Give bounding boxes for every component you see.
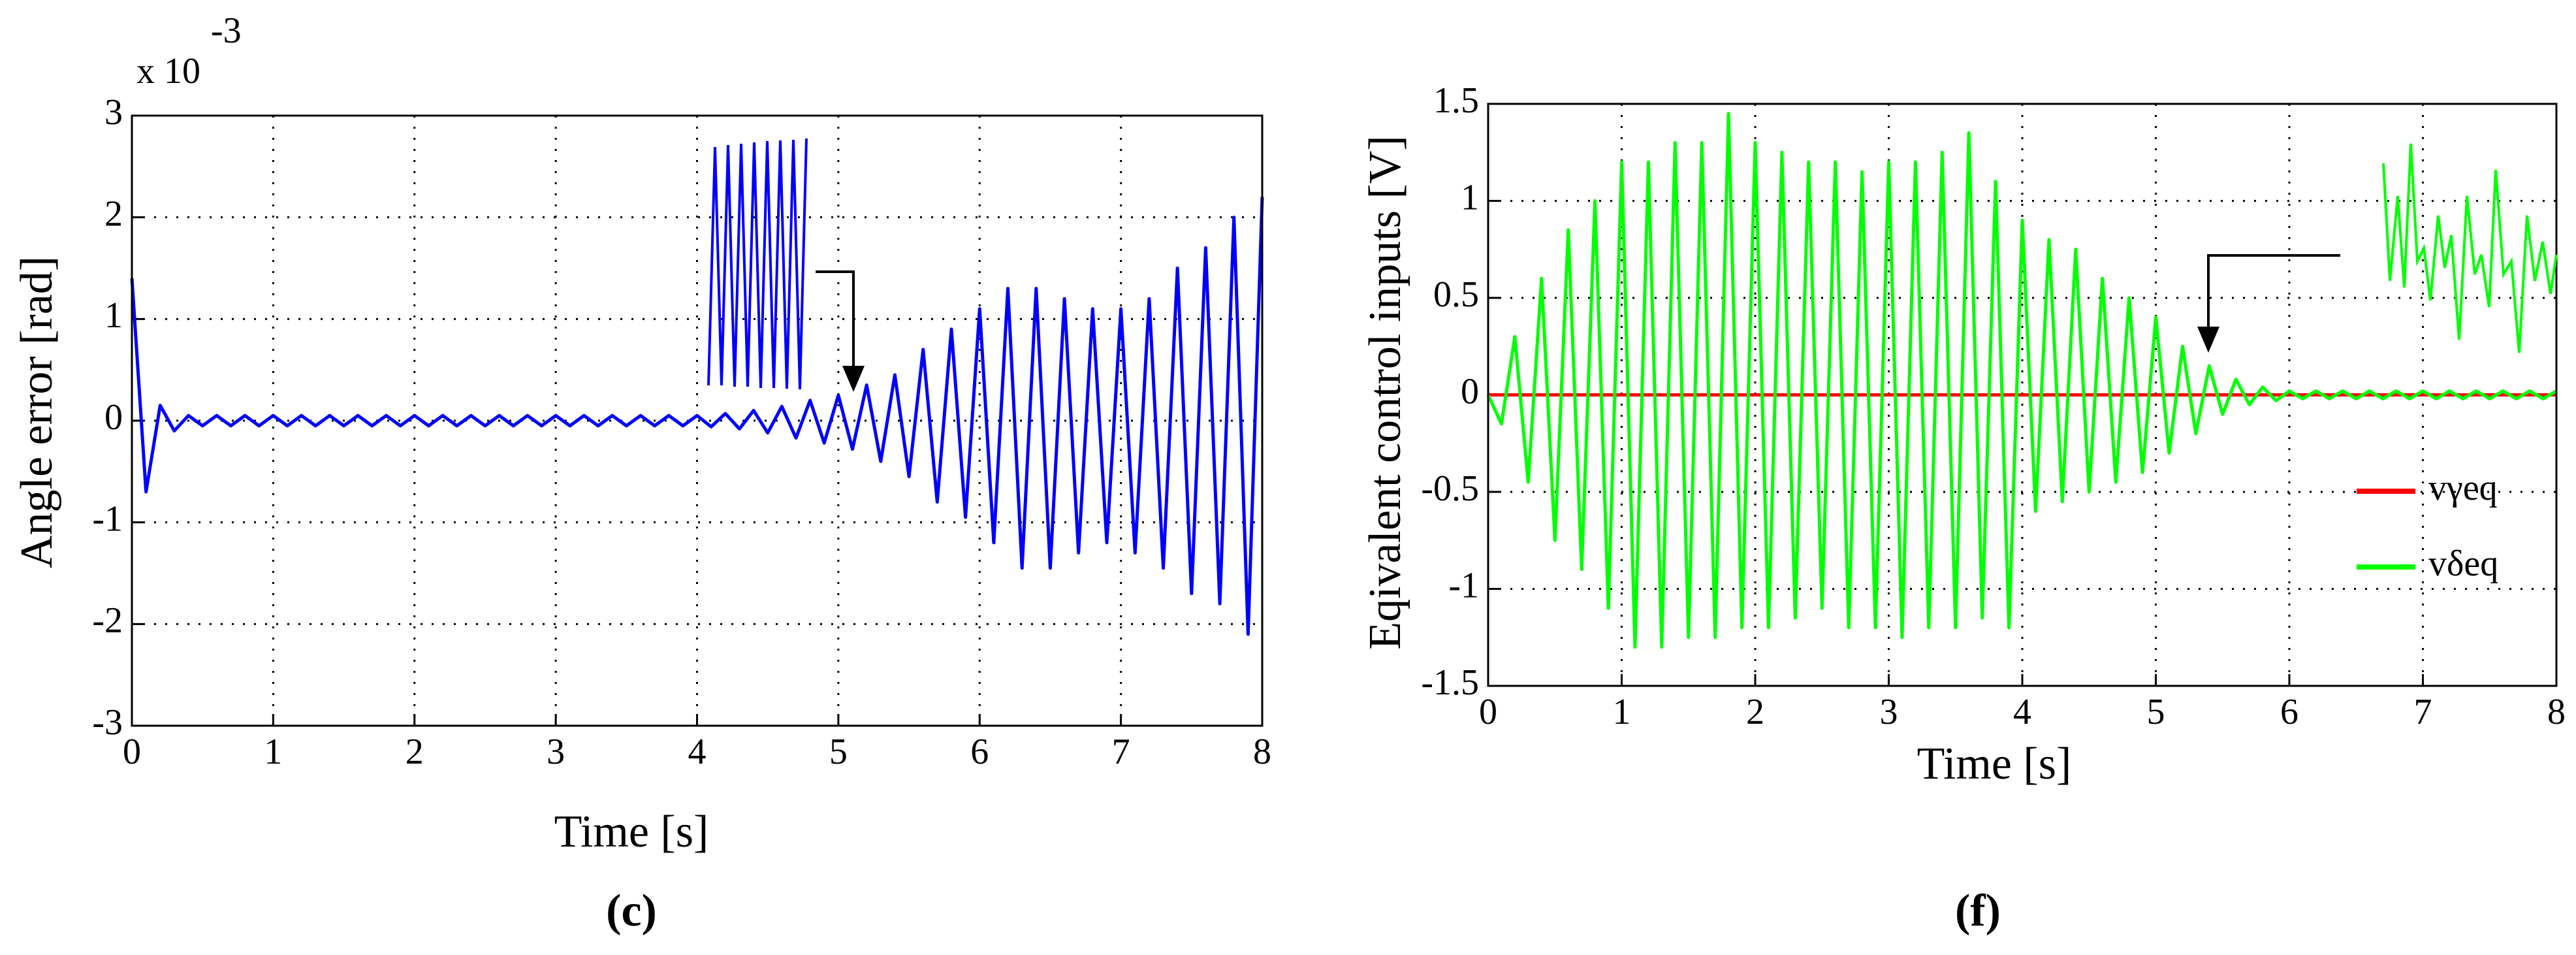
y-tick-label: -1 <box>92 499 123 540</box>
x-tick-label: 7 <box>2414 692 2432 732</box>
plot-frame <box>1487 103 2558 687</box>
x-tick-label: 8 <box>1253 732 1271 772</box>
legend-label: vγeq <box>2428 468 2498 508</box>
y-tick-label: -2 <box>92 600 123 641</box>
x-tick-label: 3 <box>547 732 565 772</box>
y-axis-label: Angle error [rad] <box>12 256 62 568</box>
y-tick-label: 3 <box>104 92 123 133</box>
plot-frame <box>131 114 1264 727</box>
y-tick-label: 1 <box>1461 177 1479 218</box>
caption: (f) <box>1955 886 2001 936</box>
caption: (c) <box>606 886 657 936</box>
x-tick-label: 4 <box>688 732 707 772</box>
inset-zoom <box>2382 143 2558 353</box>
y-tick-label: 1.5 <box>1433 80 1479 121</box>
y-tick-label: -3 <box>92 702 123 743</box>
x-tick-label: 7 <box>1112 732 1130 772</box>
y-tick-label: 2 <box>104 194 123 235</box>
series-line <box>130 197 1264 636</box>
x-tick-label: 4 <box>2013 692 2031 732</box>
x-tick-label: 0 <box>123 732 141 772</box>
inset-zoom <box>707 138 808 390</box>
x-tick-label: 2 <box>405 732 424 772</box>
x-tick-label: 3 <box>1880 692 1898 732</box>
arrow <box>2207 254 2340 330</box>
y-tick-label: -0.5 <box>1421 468 1479 509</box>
x-tick-label: 0 <box>1479 692 1497 732</box>
x-tick-label: 1 <box>264 732 282 772</box>
chart: 0 1 2 3 4 5 6 7 8 -1.5 -1 -0.5 0 0.5 1 1.5 Time [s] Eqiva… <box>1360 80 2566 936</box>
y-tick-label: -1 <box>1448 565 1479 606</box>
x-tick-label: 2 <box>1746 692 1764 732</box>
y-tick-label: 0.5 <box>1433 274 1479 315</box>
x-tick-label: 8 <box>2547 692 2566 732</box>
x-axis-label: Time [s] <box>1917 739 2072 789</box>
arrowhead <box>2197 327 2219 353</box>
x-tick-label: 5 <box>829 732 848 772</box>
x-tick-label: 5 <box>2147 692 2165 732</box>
y-multiplier: x 10 <box>136 51 200 91</box>
y-multiplier-exponent: -3 <box>211 10 242 51</box>
series-line <box>1486 112 2558 649</box>
y-tick-label: 1 <box>104 295 123 336</box>
y-tick-label: -1.5 <box>1421 662 1479 703</box>
legend-label: vδeq <box>2428 543 2498 584</box>
x-tick-label: 1 <box>1613 692 1631 732</box>
x-tick-label: 6 <box>2280 692 2298 732</box>
y-axis-label: Eqivalent control inputs [V] <box>1360 135 1410 649</box>
x-axis-label: Time [s] <box>554 807 709 857</box>
x-tick-label: 6 <box>970 732 989 772</box>
chart: 0 1 2 3 4 5 6 7 8 -3 -2 -1 0 1 2 3 Time [s] Angle error [… <box>12 10 1271 936</box>
arrowhead <box>842 366 865 392</box>
y-tick-label: 0 <box>1461 371 1479 412</box>
y-tick-label: 0 <box>104 397 123 438</box>
arrow <box>816 270 855 369</box>
